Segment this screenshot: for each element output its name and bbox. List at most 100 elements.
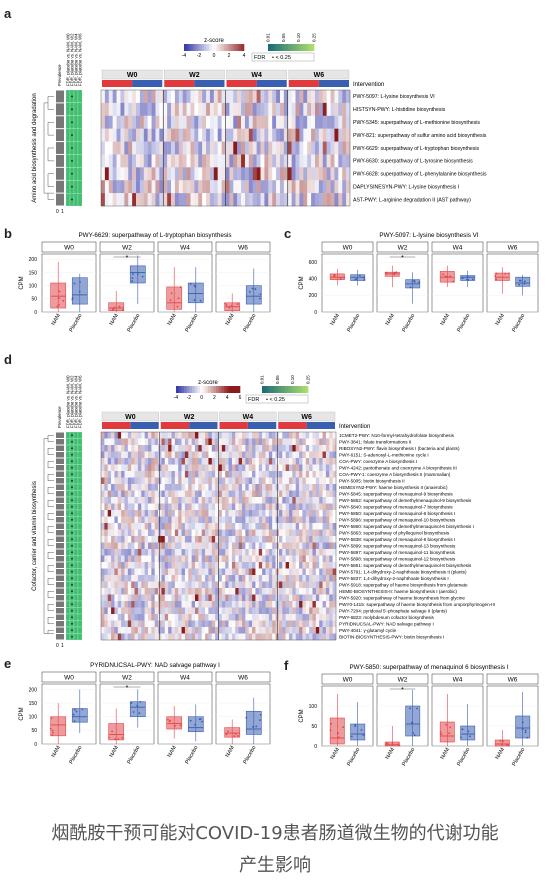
heatmap-d-prevalence-cell	[56, 458, 64, 464]
heatmap-d-cell	[111, 568, 115, 576]
heatmap-d-cell	[305, 497, 310, 504]
heatmap-a-cell	[194, 128, 199, 142]
heatmap-d-cell	[161, 438, 165, 446]
heatmap-d-cell	[218, 510, 223, 517]
boxplot-f-point	[360, 729, 363, 731]
boxplot-c-point	[339, 277, 342, 280]
heatmap-d-cell	[144, 627, 149, 634]
heatmap-d-cell	[168, 471, 172, 478]
boxplot-f-point	[410, 721, 413, 724]
heatmap-d-cell	[168, 516, 172, 524]
heatmap-d-cell	[315, 627, 320, 634]
boxplot-f-xtick: Placebo	[346, 747, 361, 767]
heatmap-d-cell	[231, 601, 236, 608]
heatmap-d-cell	[248, 568, 253, 576]
heatmap-d-cell	[312, 581, 317, 589]
heatmap-a-cell	[124, 167, 129, 181]
heatmap-d-cell	[121, 542, 125, 550]
heatmap-d-cell	[255, 445, 259, 452]
heatmap-a-cell	[241, 115, 246, 129]
heatmap-d-cell	[268, 523, 273, 530]
heatmap-d-cell	[245, 464, 249, 472]
boxplot-c-xtick: Placebo	[456, 313, 471, 333]
heatmap-a-fdr-cell	[65, 154, 71, 168]
boxplot-c-facet-label: W0	[343, 245, 353, 252]
boxplot-b-facet-label: W6	[238, 245, 248, 252]
heatmap-d-cell	[218, 529, 223, 537]
heatmap-d-cell	[289, 627, 293, 634]
heatmap-d-cell	[104, 549, 108, 556]
heatmap-a-legend-tick: -2	[197, 53, 202, 59]
heatmap-a-cell	[272, 154, 277, 168]
heatmap-d-row-label: 1CMET2-PWY: N10-formyl-tetrahydrofolate …	[339, 433, 455, 438]
heatmap-d-row-label: PWY-5838: superpathway of menaquinol-8 b…	[339, 537, 455, 542]
heatmap-d-row-label: PWY-3841: folate transformations II	[339, 440, 411, 445]
heatmap-d-cell	[181, 503, 186, 511]
heatmap-d-cell	[107, 549, 112, 556]
heatmap-a-fdr-dot	[71, 185, 73, 188]
heatmap-d-cell	[141, 497, 145, 504]
heatmap-d-row-label: PWY-4041: γ-glutamyl cycle	[339, 628, 396, 633]
heatmap-d-cell	[164, 549, 169, 556]
heatmap-d-frame	[100, 431, 337, 641]
heatmap-d-cell	[198, 445, 202, 452]
boxplot-f-box	[515, 715, 531, 739]
heatmap-d-fdr-dot	[71, 622, 73, 625]
heatmap-d-cell	[178, 627, 182, 634]
heatmap-d-legend-tick: -2	[187, 395, 192, 401]
heatmap-a-cell	[338, 154, 343, 168]
heatmap-d-cell	[151, 529, 155, 537]
heatmap-d-cell	[137, 438, 142, 446]
heatmap-d-cell	[292, 445, 296, 452]
heatmap-d-cell	[258, 464, 263, 472]
boxplot-c-ytick: 600	[309, 260, 318, 266]
heatmap-a-cell	[163, 154, 168, 168]
heatmap-d-cell	[218, 445, 223, 452]
heatmap-d-cell	[315, 523, 320, 530]
heatmap-d-cell	[188, 471, 192, 478]
heatmap-d-cell	[201, 588, 206, 595]
heatmap-d-cell	[262, 575, 266, 582]
heatmap-d-cell	[127, 451, 132, 459]
heatmap-d-cell	[265, 458, 270, 465]
heatmap-a-cell	[314, 128, 320, 142]
heatmap-a-fdr-cell	[77, 180, 83, 194]
heatmap-d-cell	[272, 542, 276, 550]
heatmap-d-cell	[151, 510, 155, 517]
heatmap-d-cell	[101, 458, 105, 465]
heatmap-a-cell	[256, 154, 261, 168]
heatmap-d-cell	[151, 432, 155, 439]
heatmap-a-cell	[217, 141, 222, 155]
heatmap-a-cell	[116, 115, 121, 129]
heatmap-d-cell	[228, 477, 233, 485]
heatmap-d-cell	[312, 523, 317, 530]
heatmap-a-cell	[182, 193, 187, 207]
boxplot-e-box	[166, 716, 183, 730]
heatmap-d-cell	[285, 438, 290, 446]
heatmap-d-cell	[302, 633, 306, 641]
heatmap-d-cell	[198, 484, 202, 491]
heatmap-d-cell	[282, 614, 286, 621]
heatmap-d-cell	[309, 510, 313, 517]
boxplot-f-point	[524, 729, 527, 732]
heatmap-d-cell	[164, 627, 169, 634]
heatmap-d-cell	[322, 477, 327, 485]
boxplot-c-xtick: NAM	[495, 313, 507, 327]
heatmap-d-cell	[332, 620, 337, 628]
heatmap-d-cell	[184, 562, 189, 569]
heatmap-a-cell	[108, 115, 113, 129]
heatmap-d-row-label: PWY-5850: superpathway of menaquinol-6 b…	[339, 511, 455, 516]
heatmap-a-cell	[167, 193, 172, 207]
heatmap-a-dendro-branch	[47, 192, 54, 200]
heatmap-a-cell	[213, 154, 218, 168]
heatmap-d-cell	[114, 588, 118, 595]
heatmap-a-cell	[291, 141, 296, 155]
heatmap-d-cell	[215, 471, 219, 478]
heatmap-a-cell	[326, 180, 331, 194]
heatmap-a-cell	[233, 141, 238, 155]
heatmap-a-cell	[178, 90, 183, 104]
heatmap-d-cell	[262, 510, 266, 517]
heatmap-d-cell	[221, 549, 226, 556]
heatmap-d-fdr-legend-tick: 0.01	[260, 375, 265, 384]
heatmap-d-cell	[289, 568, 293, 576]
